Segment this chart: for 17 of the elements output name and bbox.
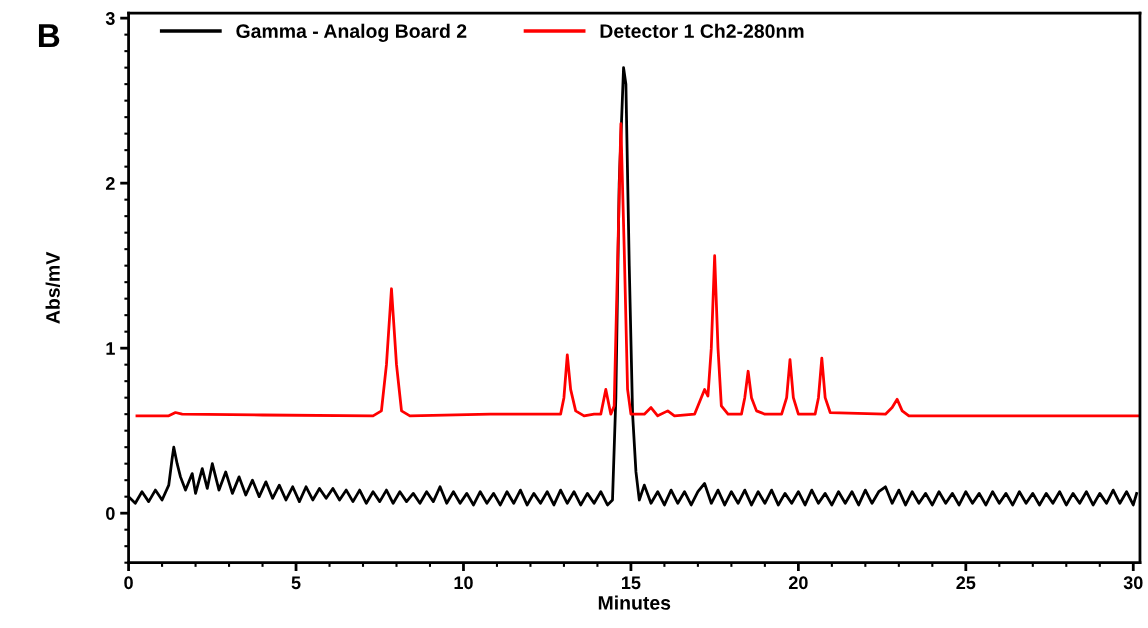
legend-label: Gamma - Analog Board 2 xyxy=(236,23,467,42)
x-axis-title: Minutes xyxy=(598,595,671,610)
y-tick-label: 0 xyxy=(106,507,115,520)
y-axis-title: Abs/mV xyxy=(45,251,61,324)
x-tick-label: 0 xyxy=(124,576,133,590)
x-tick-label: 5 xyxy=(291,576,301,590)
x-tick-label: 10 xyxy=(454,576,473,590)
y-tick-label: 3 xyxy=(105,12,115,25)
text: B xyxy=(38,24,60,48)
x-tick-label: 15 xyxy=(622,576,641,590)
y-tick-label: 1 xyxy=(106,342,115,355)
line-series xyxy=(135,122,1140,418)
x-tick-label: 25 xyxy=(956,576,976,590)
x-tick-label: 30 xyxy=(1123,576,1143,590)
y-tick-label: 2 xyxy=(105,177,115,190)
legend-label: Detector 1 Ch2-280nm xyxy=(600,23,804,38)
x-tick-label: 20 xyxy=(788,576,808,590)
